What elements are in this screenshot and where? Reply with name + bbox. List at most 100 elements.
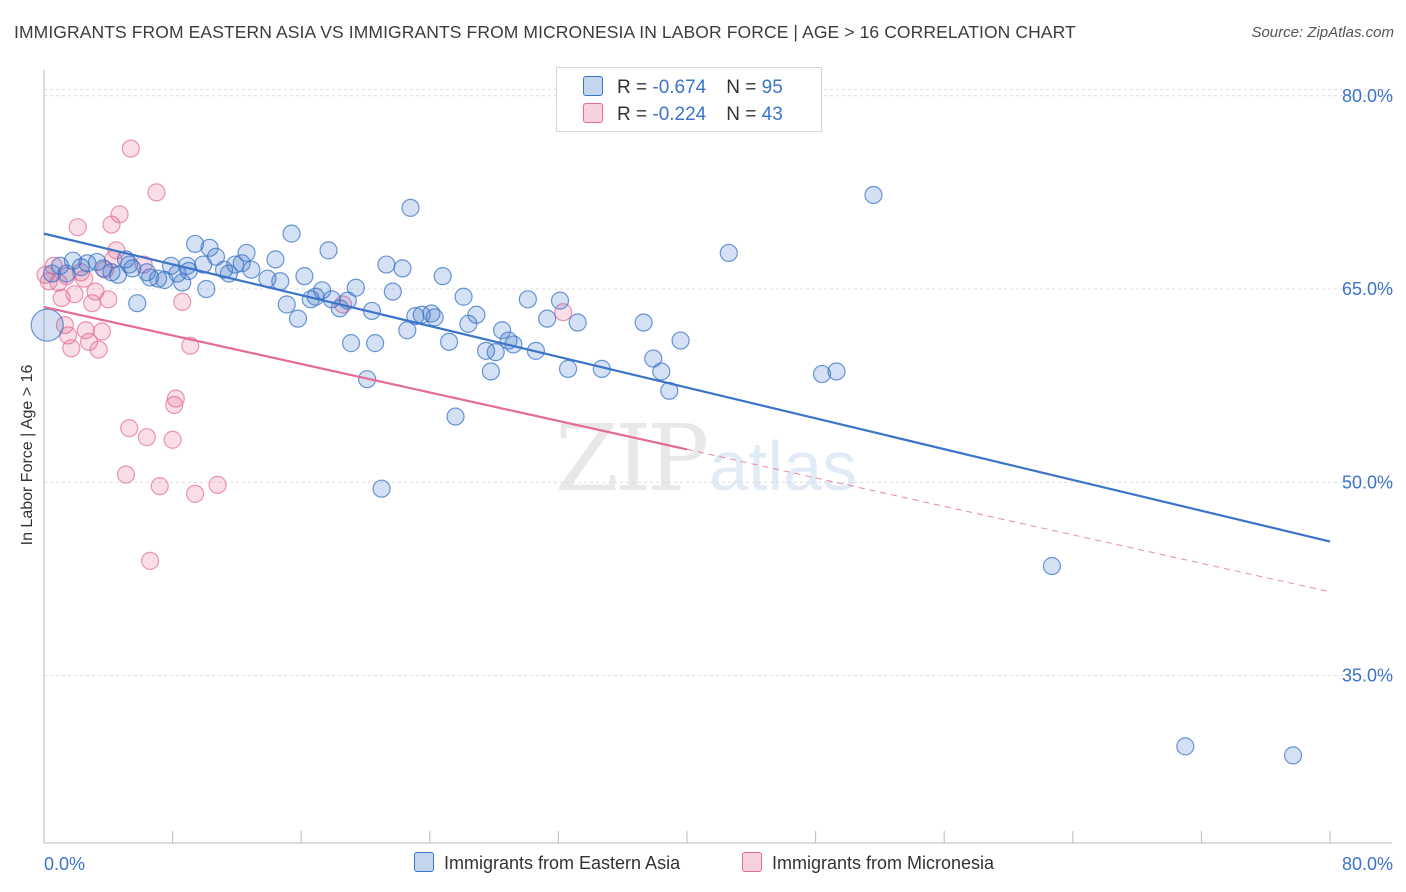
point-eastern-asia — [538, 309, 557, 328]
point-eastern-asia — [467, 305, 486, 324]
point-eastern-asia — [149, 269, 168, 288]
point-eastern-asia — [481, 362, 500, 381]
point-eastern-asia — [1283, 746, 1303, 765]
point-micronesia — [55, 315, 74, 335]
point-micronesia — [89, 340, 108, 359]
source-label: Source: ZipAtlas.com — [1251, 24, 1394, 41]
point-micronesia — [150, 477, 169, 496]
point-micronesia — [68, 218, 87, 237]
axes — [43, 70, 1392, 844]
x-tick-label: 80.0% — [1342, 854, 1393, 874]
point-eastern-asia — [173, 273, 192, 292]
legend-n-value: 95 — [761, 77, 783, 98]
y-tick-label: 65.0% — [1342, 279, 1393, 299]
point-eastern-asia — [30, 308, 64, 342]
point-eastern-asia — [864, 185, 883, 205]
point-eastern-asia — [288, 309, 308, 328]
point-eastern-asia — [671, 331, 690, 350]
point-eastern-asia — [634, 313, 653, 332]
point-micronesia — [110, 205, 129, 224]
correlation-legend: R = -0.674 N = 95 R = -0.224 N = 43 — [556, 67, 822, 132]
point-micronesia — [186, 484, 205, 503]
tick-labels: 35.0% 50.0% 65.0% 80.0% 0.0% 80.0% — [44, 86, 1393, 874]
point-eastern-asia — [372, 479, 391, 498]
point-eastern-asia — [433, 267, 452, 286]
trend-lines — [43, 232, 1331, 593]
chart-title: IMMIGRANTS FROM EASTERN ASIA VS IMMIGRAN… — [14, 22, 1076, 42]
legend-swatch-eastern-asia — [583, 76, 603, 96]
point-micronesia — [140, 551, 160, 570]
point-eastern-asia — [120, 255, 139, 274]
points-eastern-asia — [30, 185, 1303, 765]
point-eastern-asia — [476, 341, 496, 360]
bottom-legend-eastern-asia: Immigrants from Eastern Asia — [414, 852, 680, 874]
point-eastern-asia — [179, 261, 198, 281]
point-eastern-asia — [78, 254, 97, 273]
point-micronesia — [163, 430, 182, 449]
point-eastern-asia — [206, 247, 226, 266]
trend-line-micronesia-extension — [686, 448, 1331, 593]
legend-swatch-micronesia — [583, 103, 603, 123]
point-eastern-asia — [486, 343, 505, 362]
point-eastern-asia — [237, 243, 256, 263]
point-eastern-asia — [137, 263, 156, 282]
point-eastern-asia — [812, 364, 832, 384]
point-eastern-asia — [446, 407, 465, 426]
bottom-legend-swatch-micronesia — [742, 852, 762, 872]
point-eastern-asia — [425, 308, 444, 327]
point-eastern-asia — [393, 259, 412, 278]
point-micronesia — [554, 303, 573, 322]
point-micronesia — [76, 321, 95, 340]
grid-lines — [44, 88, 1392, 677]
point-eastern-asia — [186, 234, 205, 254]
point-eastern-asia — [242, 260, 261, 279]
legend-n-value: 43 — [761, 104, 783, 125]
legend-n-label: N = — [726, 77, 762, 98]
point-eastern-asia — [128, 294, 147, 313]
points-micronesia — [36, 102, 610, 570]
point-eastern-asia — [550, 291, 570, 310]
point-eastern-asia — [719, 243, 738, 263]
point-eastern-asia — [454, 287, 473, 306]
point-eastern-asia — [1176, 737, 1195, 756]
point-micronesia — [121, 139, 140, 158]
point-eastern-asia — [341, 334, 361, 353]
point-micronesia — [65, 285, 84, 304]
point-micronesia — [79, 332, 99, 351]
point-eastern-asia — [319, 241, 338, 260]
point-eastern-asia — [366, 334, 385, 353]
trend-line-micronesia — [43, 305, 688, 451]
point-eastern-asia — [346, 278, 365, 297]
point-eastern-asia — [568, 313, 587, 332]
point-eastern-asia — [282, 224, 301, 243]
point-eastern-asia — [398, 321, 417, 340]
point-micronesia — [92, 322, 111, 341]
point-micronesia — [166, 389, 185, 408]
y-tick-label: 35.0% — [1342, 666, 1393, 686]
point-eastern-asia — [232, 254, 251, 273]
point-eastern-asia — [493, 321, 512, 340]
point-eastern-asia — [652, 362, 671, 381]
legend-row-eastern-asia: R = -0.674 N = 95 — [583, 76, 783, 100]
legend-row-micronesia: R = -0.224 N = 43 — [583, 103, 783, 127]
point-micronesia — [75, 269, 94, 288]
point-eastern-asia — [827, 362, 846, 381]
point-eastern-asia — [377, 255, 396, 274]
bottom-legend-micronesia: Immigrants from Micronesia — [742, 852, 994, 874]
legend-n-label: N = — [726, 104, 762, 125]
point-eastern-asia — [322, 290, 341, 309]
bottom-legend-label: Immigrants from Micronesia — [772, 853, 995, 873]
point-micronesia — [173, 292, 192, 311]
x-tick-label: 0.0% — [44, 854, 85, 874]
bottom-legend-swatch-eastern-asia — [414, 852, 434, 872]
legend-r-value: -0.224 — [652, 104, 707, 125]
point-eastern-asia — [226, 255, 245, 274]
y-tick-label: 80.0% — [1342, 86, 1393, 106]
point-micronesia — [120, 419, 139, 438]
point-micronesia — [62, 339, 81, 358]
point-micronesia — [99, 290, 118, 309]
point-micronesia — [137, 428, 156, 447]
point-eastern-asia — [197, 279, 216, 299]
point-eastern-asia — [295, 267, 314, 286]
